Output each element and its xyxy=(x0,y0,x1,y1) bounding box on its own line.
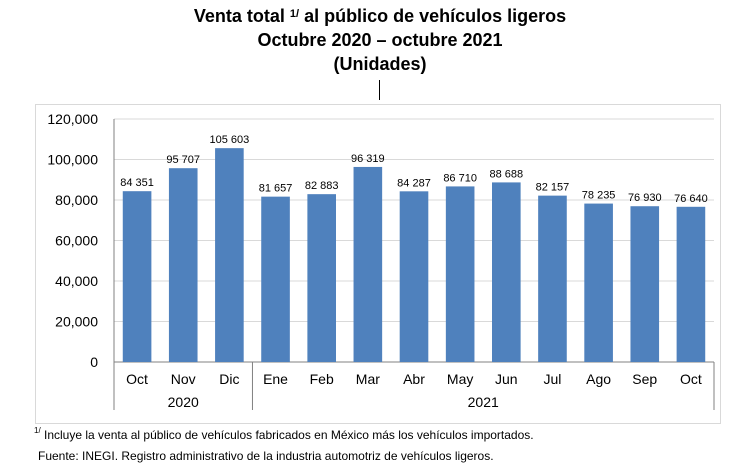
bar xyxy=(122,191,152,362)
footnote-note: 1/ Incluye la venta al público de vehícu… xyxy=(34,426,534,442)
bar xyxy=(676,206,706,362)
title-divider-tick xyxy=(379,80,380,100)
data-label: 88 688 xyxy=(489,168,523,180)
y-tick-label: 60,000 xyxy=(55,233,98,249)
footnote-source: Fuente: INEGI. Registro administrativo d… xyxy=(38,449,494,463)
x-tick-label: Dic xyxy=(219,371,239,387)
title-line-2: Octubre 2020 – octubre 2021 xyxy=(257,30,503,50)
bar xyxy=(445,186,475,362)
x-tick-label: Sep xyxy=(632,371,657,387)
data-label: 76 930 xyxy=(628,192,662,204)
x-tick-label: Nov xyxy=(171,371,196,387)
bar xyxy=(261,196,290,362)
footnote-text: Incluye la venta al público de vehículos… xyxy=(40,428,534,442)
bar xyxy=(215,148,244,362)
bar xyxy=(584,203,613,362)
x-tick-label: Mar xyxy=(356,371,380,387)
year-group-label: 2021 xyxy=(468,394,499,410)
bar xyxy=(492,182,521,362)
year-group-label: 2020 xyxy=(168,394,199,410)
bar-chart: 0 20,000 40,000 60,000 80,000 100,000 120,000 8… xyxy=(47,111,715,410)
data-label: 78 235 xyxy=(582,190,616,202)
title-text-b: al público de vehículos ligeros xyxy=(299,6,567,26)
title-text-a: Venta total xyxy=(193,6,290,26)
title-line-3: (Unidades) xyxy=(333,54,427,74)
data-label: 96 319 xyxy=(351,153,385,165)
data-label: 95 707 xyxy=(166,154,200,166)
x-tick-label: Ago xyxy=(586,371,611,387)
title-footnote-mark: 1/ xyxy=(289,8,300,20)
y-tick-label: 0 xyxy=(90,354,98,370)
y-tick-label: 80,000 xyxy=(55,192,98,208)
x-tick-label: Abr xyxy=(403,371,425,387)
bar xyxy=(538,195,567,362)
bar xyxy=(630,206,660,362)
x-tick-label: Oct xyxy=(126,371,148,387)
title-line-1: Venta total 1/ al público de vehículos l… xyxy=(0,4,745,28)
x-tick-label: Ene xyxy=(263,371,288,387)
x-tick-label: Jun xyxy=(495,371,518,387)
x-tick-label: Feb xyxy=(310,371,334,387)
bar xyxy=(307,194,336,362)
bar xyxy=(353,166,383,362)
bar xyxy=(168,168,198,362)
x-tick-label: May xyxy=(447,371,473,387)
chart-title: Venta total 1/ al público de vehículos l… xyxy=(0,4,745,76)
data-label: 86 710 xyxy=(443,172,477,184)
data-label: 81 657 xyxy=(259,183,293,195)
data-label: 105 603 xyxy=(210,134,250,146)
y-tick-label: 20,000 xyxy=(55,314,98,330)
data-label: 84 287 xyxy=(397,177,431,189)
chart-frame: 0 20,000 40,000 60,000 80,000 100,000 120,000 8… xyxy=(35,104,721,424)
footnote-mark: 1/ xyxy=(34,426,41,435)
y-tick-label: 40,000 xyxy=(55,273,98,289)
bar xyxy=(399,191,429,362)
x-tick-label: Jul xyxy=(544,371,562,387)
data-label: 82 883 xyxy=(305,180,339,192)
data-label: 84 351 xyxy=(120,177,154,189)
y-tick-label: 120,000 xyxy=(47,111,98,127)
data-label: 82 157 xyxy=(536,182,570,194)
data-label: 76 640 xyxy=(674,193,708,205)
y-tick-label: 100,000 xyxy=(47,152,98,168)
x-tick-label: Oct xyxy=(680,371,702,387)
